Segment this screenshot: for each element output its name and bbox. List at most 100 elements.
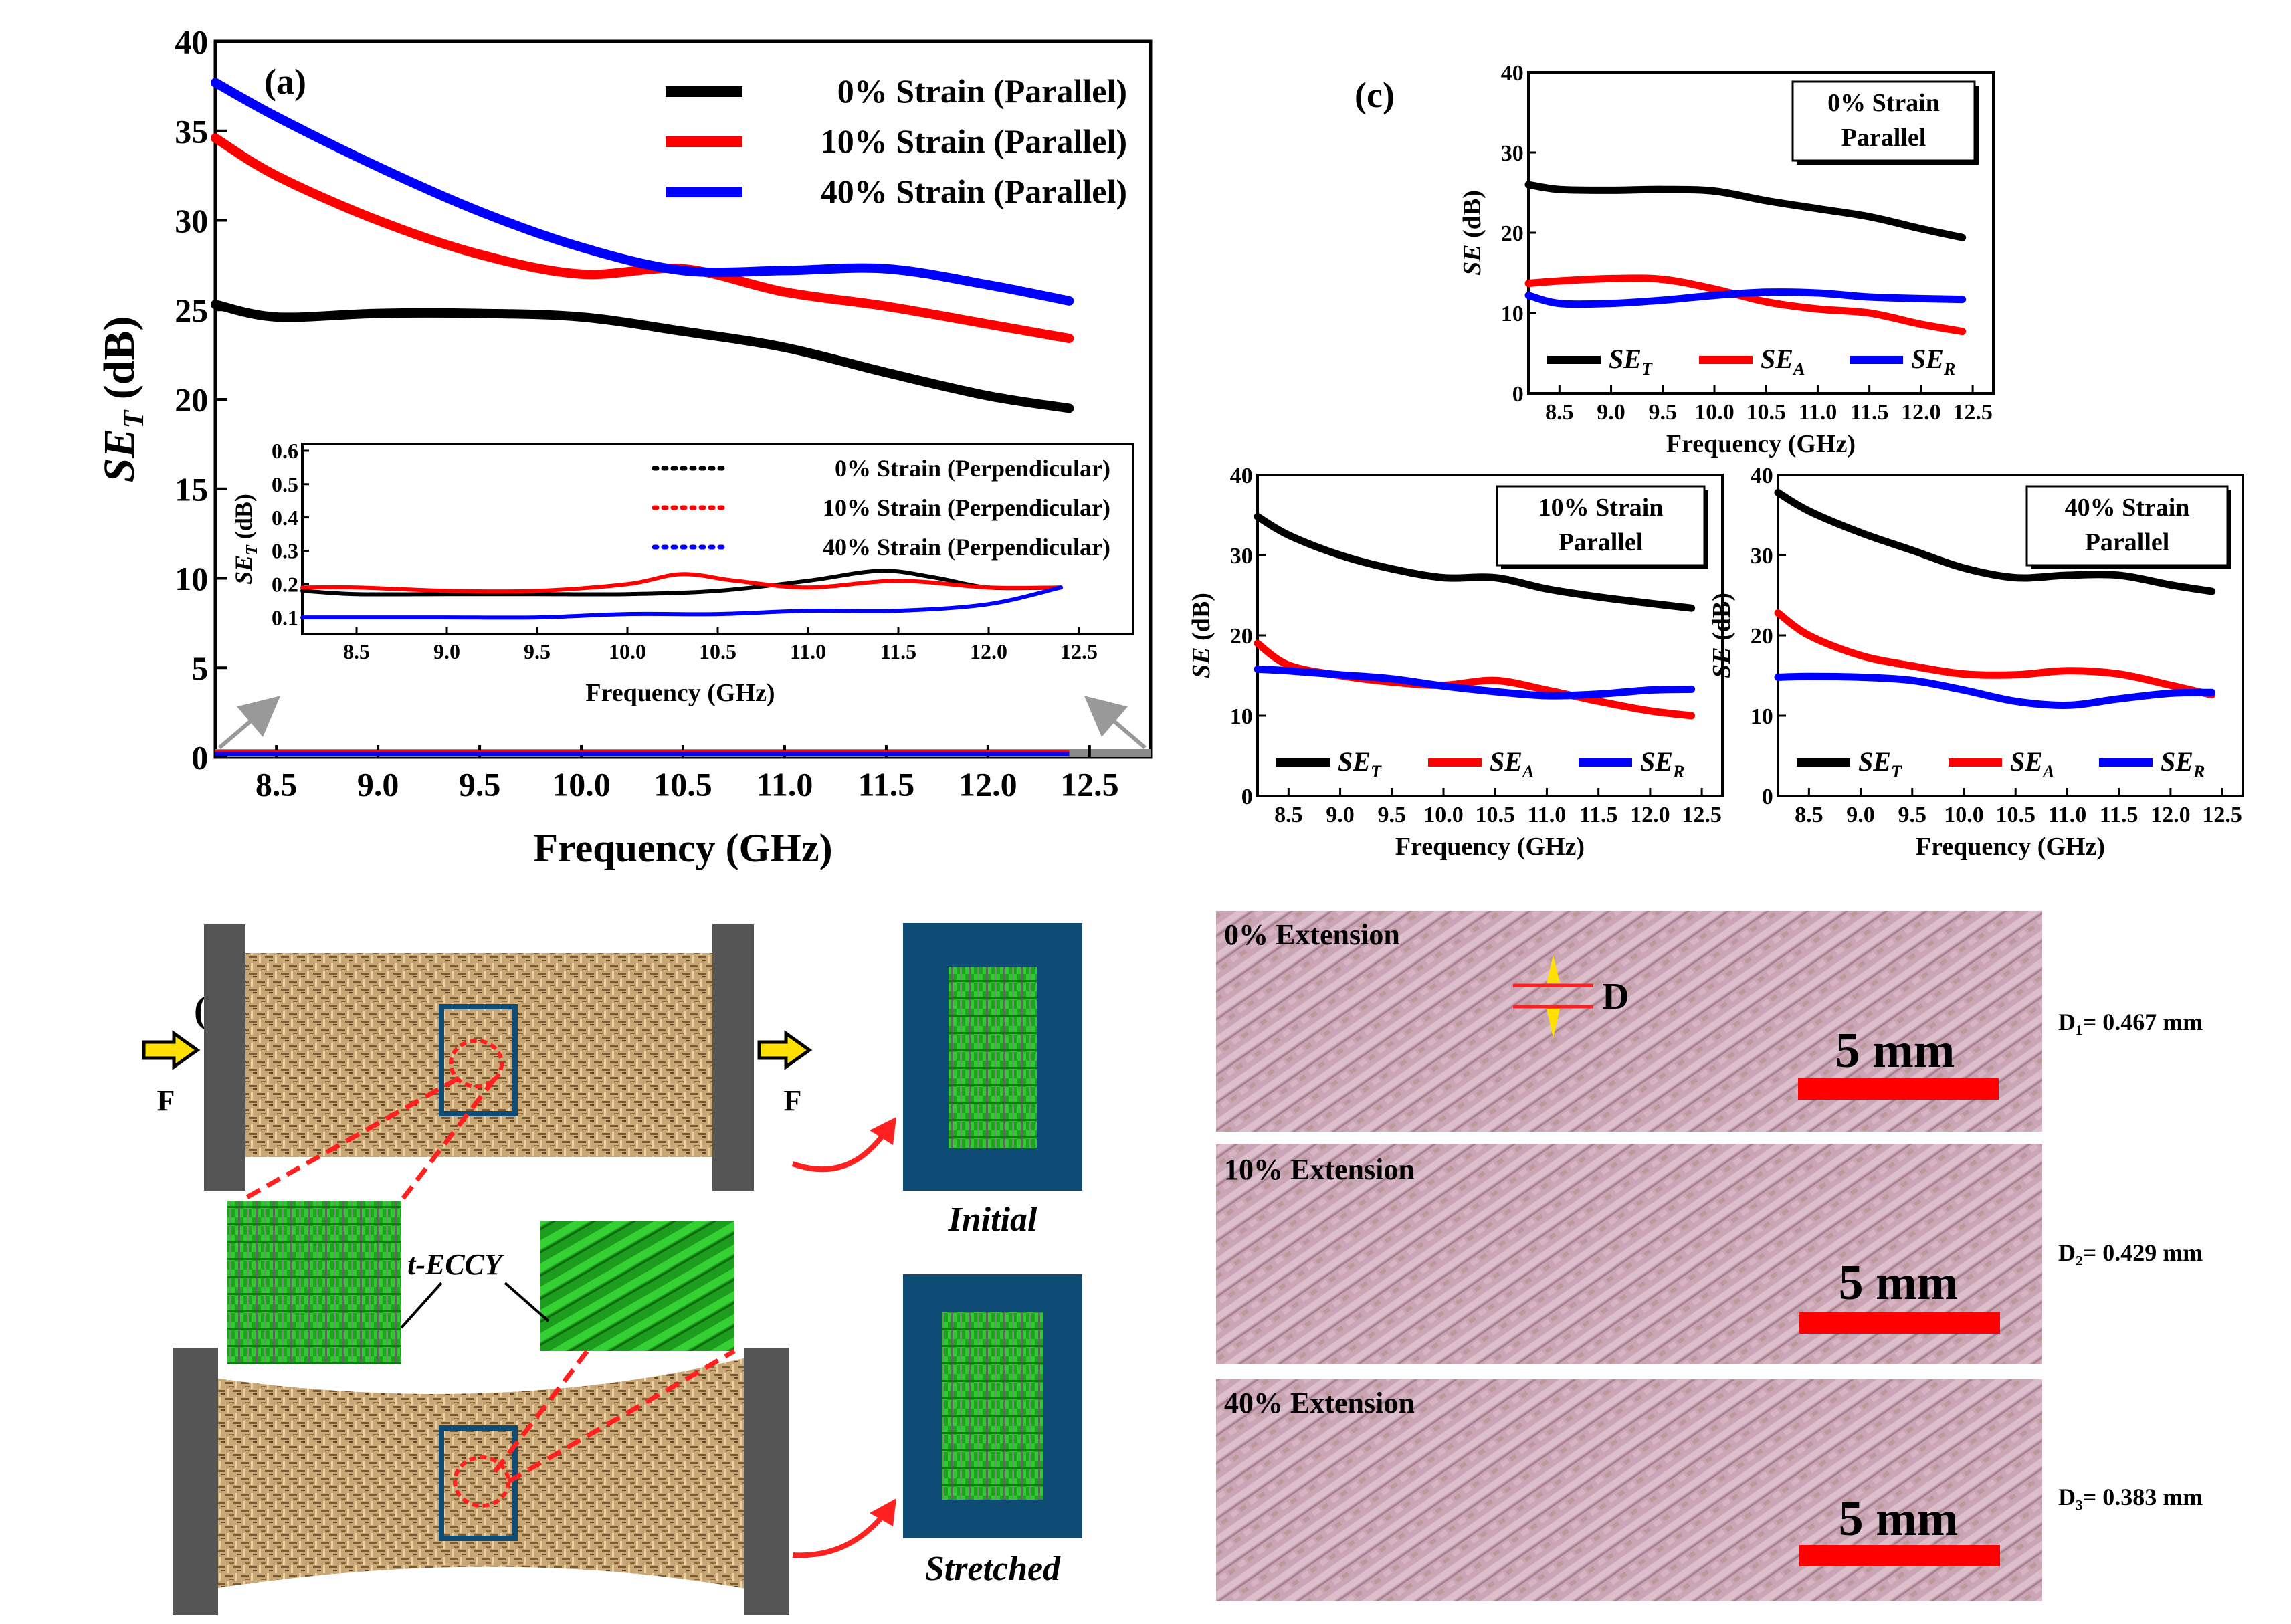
right-force-arrow-icon [757,1030,813,1070]
photo-10pct-title: 10% Extension [1224,1153,1415,1186]
chart-c3-xtick-label-2: 9.5 [1898,803,1927,827]
chart-c2-series-2-line [1254,665,1696,700]
chart-c1-ytick-label-1: 10 [1501,302,1524,326]
chart-a-xlabel: Frequency (GHz) [533,826,832,870]
photo-40pct: 40% Extension 5 mm D₃= 0.383 mm [1216,1379,2203,1601]
inset-arrow-right [1084,696,1147,750]
chart-c2-ytick-label-3: 30 [1230,544,1253,569]
chart-c2-annotation-line-0: 10% Strain [1538,494,1664,522]
chart-a-ytick-label-0: 0 [191,739,208,777]
top-zoom-box [439,1004,518,1116]
yarn-pointer-2 [504,1282,550,1322]
photo-0pct-measure: D₁= 0.467 mm [2058,1009,2203,1035]
inset-xtick-label-8: 12.5 [1060,639,1098,664]
chart-a-xtick-label-7: 12.0 [959,766,1017,803]
yarn-pointer-1 [400,1282,443,1329]
chart-c3-legend-label-2: SER [2161,746,2205,781]
weave-stretched-zoom [540,1221,734,1351]
photo-40pct-scale-bar [1799,1545,2000,1566]
chart-c3-legend-label-1: SEA [2010,746,2054,781]
chart-c1-annotation-box [1791,80,1976,162]
left-force-arrow-icon [142,1030,201,1070]
chart-c2-ytick-label-0: 0 [1241,785,1253,809]
zoom-line-3 [493,1349,589,1474]
inset-ytick-label-5: 0.6 [272,439,298,463]
photo-0pct-scale-bar [1798,1078,1999,1100]
chart-a-ytick-label-5: 25 [175,292,208,329]
chart-c1-annotation-line-1: Parallel [1841,124,1926,152]
yarn-label: t-ECCY [407,1248,505,1281]
chart-c2-xtick-label-4: 10.5 [1475,803,1515,827]
chart-c1-legend-label-2: SER [1911,344,1955,379]
arrow-to-stretched-head [870,1498,896,1526]
chart-c2-xtick-label-7: 12.0 [1630,803,1670,827]
chart-a-ytick-label-7: 35 [175,112,208,150]
chart-a-xtick-label-0: 8.5 [256,766,298,803]
chart-a-xtick-label-3: 10.0 [552,766,611,803]
chart-a: 0 5 10 15 20 25 30 35 40 8.5 9.0 9.5 10.0 10.5 11.0 11… [95,23,1153,870]
chart-c1-xtick-label-3: 10.0 [1694,400,1734,425]
zoom-line-4 [507,1348,736,1484]
bottom-fabric [214,1358,746,1589]
inset-xtick-label-1: 9.0 [433,639,460,664]
inset-series-2-line [300,585,1063,620]
chart-c1-legend-label-0: SET [1609,344,1653,379]
chart-c3-annotation-box [2025,485,2229,567]
chart-c2-xtick-label-3: 10.0 [1423,803,1464,827]
inset-series-0-line [300,569,1063,597]
arrow-to-initial-icon [791,1128,889,1173]
chart-a-ytick-label-4: 20 [175,381,208,419]
arrow-to-stretched-icon [792,1510,889,1558]
extension-photos: 0% Extension D 5 mm D₁= 0.467 mm 10% Ext… [1216,911,2203,1601]
chart-a-ylabel: SET (dB) [95,316,150,483]
inset-ylabel: SET (dB) [230,494,261,585]
bottom-left-clamp [173,1348,218,1615]
chart-c3-ytick-label-3: 30 [1751,544,1773,569]
inset-xtick-label-4: 10.5 [699,639,736,664]
chart-c3-legend-label-0: SET [1858,746,1902,781]
bottom-right-clamp [744,1348,789,1615]
inset-legend: 0% Strain (Perpendicular) 10% Strain (Per… [652,455,1110,561]
chart-c1-ytick-label-0: 0 [1512,382,1524,407]
inset-xtick-label-3: 10.0 [609,639,646,664]
photo-0pct-scale-text: 5 mm [1835,1023,1955,1078]
chart-a-legend-label-2: 40% Strain (Parallel) [821,173,1127,210]
photo-40pct-scale-text: 5 mm [1839,1492,1959,1546]
chart-c3-xlabel: Frequency (GHz) [1916,833,2105,861]
chart-c2-series-0-line [1254,512,1696,612]
chart-c3-series-1-line [1774,609,2216,699]
chart-c2-xtick-label-0: 8.5 [1274,803,1303,827]
chart-a-xtick-label-2: 9.5 [459,766,501,803]
chart-c2-xtick-label-1: 9.0 [1326,803,1355,827]
chart-c2-legend-label-2: SER [1640,746,1684,781]
chart-c2-xtick-label-8: 12.5 [1682,803,1722,827]
chart-a-ytick-label-6: 30 [175,202,208,239]
chart-c3-annotation-line-0: 40% Strain [2065,494,2190,522]
panel-b-schematic: (b) F F t-ECCY Initial [142,923,1082,1615]
chart-a-series-2-line [211,78,1074,306]
chart-c2-legend-label-1: SEA [1490,746,1534,781]
chart-c2: 0 10 20 30 40 8.5 9.0 9.5 10.0 10.5 11.0 11.5 12.0 12… [1187,464,1724,861]
chart-c3-xtick-label-3: 10.0 [1944,803,1984,827]
chart-a-ytick-label-8: 40 [175,23,208,61]
inset-ytick-label-3: 0.4 [272,506,298,530]
chart-c3-xtick-label-5: 11.0 [2048,803,2087,827]
chart-c1-xtick-label-6: 11.5 [1850,400,1889,425]
inset-ytick-label-4: 0.5 [272,472,298,496]
zoom-line-1 [239,1076,460,1203]
stretched-label: Stretched [925,1550,1061,1588]
d-marker-arrow-top-icon [1547,955,1560,983]
inset-ytick-label-0: 0.1 [272,605,298,629]
chart-a-inset: 0.1 0.2 0.3 0.4 0.5 0.6 8.5 9.0 9.5 10.0 10.5 11.0… [230,439,1134,707]
chart-c3: 0 10 20 30 40 8.5 9.0 9.5 10.0 10.5 11.0 11.5 12.0 12… [1708,464,2244,861]
chart-c1-annotation-line-0: 0% Strain [1827,89,1940,117]
bottom-zoom-box [439,1425,518,1541]
inset-xlabel: Frequency (GHz) [585,679,775,707]
top-fabric [244,953,712,1157]
chart-c2-xtick-label-5: 11.0 [1528,803,1567,827]
zoom-line-2 [399,1076,497,1203]
d-marker-arrow-bottom-icon [1547,1009,1560,1038]
chart-c1-xtick-label-8: 12.5 [1953,400,1993,425]
chart-c3-xtick-label-4: 10.5 [1995,803,2035,827]
